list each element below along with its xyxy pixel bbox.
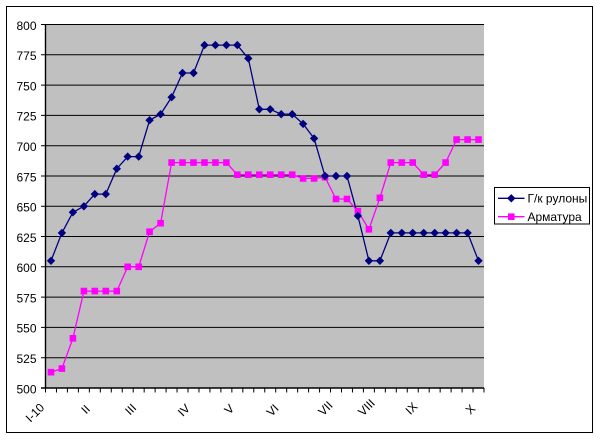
svg-text:525: 525 bbox=[16, 352, 36, 366]
svg-text:675: 675 bbox=[16, 170, 36, 184]
svg-text:775: 775 bbox=[16, 49, 36, 63]
svg-text:600: 600 bbox=[16, 261, 36, 275]
svg-text:700: 700 bbox=[16, 140, 36, 154]
svg-text:Г/к рулоны: Г/к рулоны bbox=[528, 192, 588, 206]
svg-text:550: 550 bbox=[16, 322, 36, 336]
svg-text:650: 650 bbox=[16, 201, 36, 215]
svg-text:575: 575 bbox=[16, 291, 36, 305]
svg-text:750: 750 bbox=[16, 79, 36, 93]
svg-text:800: 800 bbox=[16, 19, 36, 33]
svg-text:Арматура: Арматура bbox=[528, 210, 583, 224]
svg-text:500: 500 bbox=[16, 382, 36, 396]
svg-text:625: 625 bbox=[16, 231, 36, 245]
svg-text:725: 725 bbox=[16, 110, 36, 124]
